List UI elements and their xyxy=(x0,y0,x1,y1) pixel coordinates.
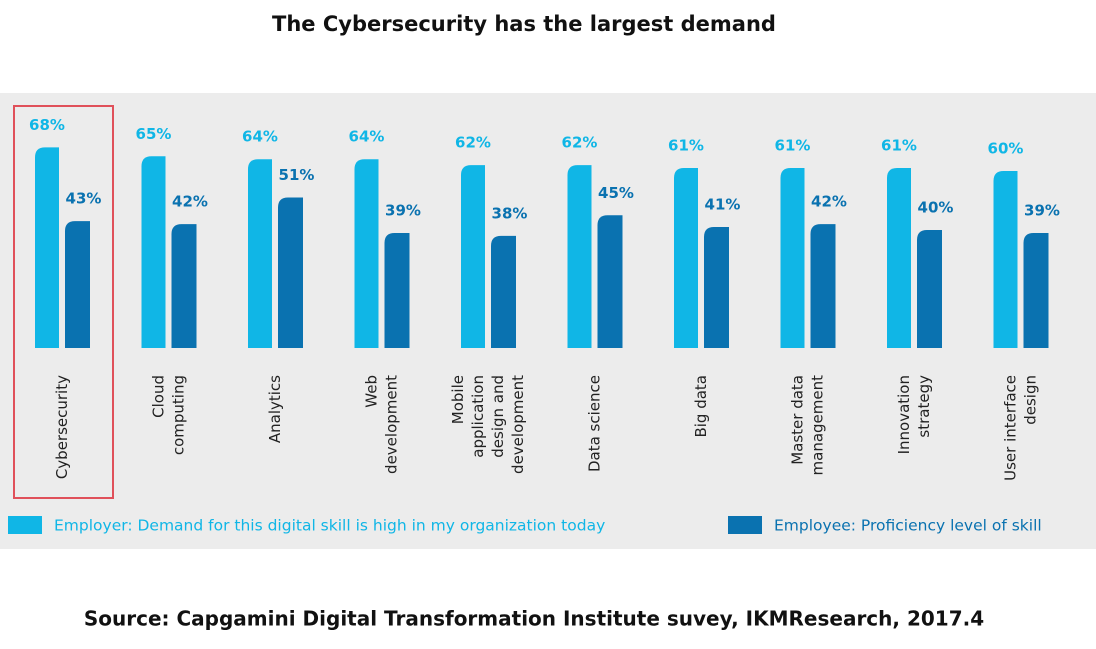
legend-swatch xyxy=(8,516,42,534)
bar xyxy=(917,230,942,348)
source: Source: Capgamini Digital Transformation… xyxy=(84,607,984,631)
bar xyxy=(810,224,836,348)
x-tick-label: Cloud computing xyxy=(150,375,188,455)
value-label: 61% xyxy=(881,137,917,155)
value-label: 65% xyxy=(136,125,172,143)
highlight-box xyxy=(13,105,114,499)
bar xyxy=(248,159,272,348)
value-label: 61% xyxy=(775,137,811,155)
value-label: 64% xyxy=(349,128,385,146)
value-label: 60% xyxy=(988,140,1024,158)
value-label: 42% xyxy=(811,193,847,211)
legend-label: Employer: Demand for this digital skill … xyxy=(54,517,605,535)
value-label: 40% xyxy=(918,199,954,217)
value-label: 61% xyxy=(668,137,704,155)
bar xyxy=(461,165,485,348)
value-label: 64% xyxy=(242,128,278,146)
value-label: 42% xyxy=(172,193,208,211)
x-tick-label: Master data management xyxy=(789,375,827,476)
legend-label: Employee: Proficiency level of skill xyxy=(774,517,1042,535)
bar xyxy=(887,168,911,348)
value-label: 62% xyxy=(562,134,598,152)
bar xyxy=(35,147,59,348)
bar xyxy=(993,171,1018,348)
value-label: 45% xyxy=(598,184,634,202)
x-tick-label: Mobile application design and development xyxy=(449,375,527,474)
value-label: 51% xyxy=(279,166,315,184)
bar xyxy=(780,168,805,348)
bar xyxy=(597,215,623,348)
value-label: 39% xyxy=(1024,201,1060,219)
x-tick-label: Innovation strategy xyxy=(895,375,933,455)
x-tick-label: User interface design xyxy=(1002,375,1040,481)
value-label: 68% xyxy=(29,116,65,134)
bar xyxy=(1023,232,1049,348)
chart-title: The Cybersecurity has the largest demand xyxy=(272,12,776,36)
bar xyxy=(384,232,410,348)
bar xyxy=(65,221,90,348)
bar xyxy=(567,165,592,348)
bar xyxy=(354,159,379,348)
bar xyxy=(171,224,197,348)
value-label: 43% xyxy=(66,190,102,208)
x-tick-label: Cybersecurity xyxy=(53,375,71,479)
value-label: 62% xyxy=(455,134,491,152)
x-tick-label: Web development xyxy=(363,375,401,474)
bar xyxy=(704,227,729,348)
bar xyxy=(278,197,303,348)
value-label: 41% xyxy=(705,196,741,214)
bar xyxy=(141,156,166,348)
bar xyxy=(674,168,698,348)
value-label: 39% xyxy=(385,201,421,219)
x-tick-label: Big data xyxy=(692,375,710,438)
x-tick-label: Analytics xyxy=(266,375,284,443)
bar xyxy=(491,235,516,348)
x-tick-label: Data science xyxy=(586,375,604,472)
legend-swatch xyxy=(728,516,762,534)
value-label: 38% xyxy=(492,204,528,222)
